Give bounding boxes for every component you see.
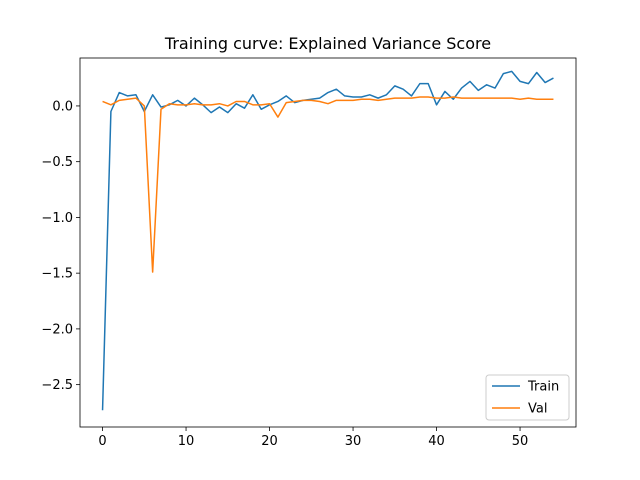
plot-lines (101, 70, 554, 411)
y-tick-label: −1.5 (41, 267, 73, 282)
x-tick-label: 20 (261, 434, 278, 449)
y-tick-label: −2.5 (41, 378, 73, 393)
chart-title: Training curve: Explained Variance Score (164, 34, 491, 53)
x-tick-label: 10 (178, 434, 195, 449)
y-tick-label: −1.0 (41, 211, 73, 226)
y-tick-label: 0.0 (52, 99, 73, 114)
y-tick-label: −2.0 (41, 322, 73, 337)
x-tick-label: 50 (512, 434, 529, 449)
plot-frame (79, 57, 577, 428)
x-tick-label: 0 (98, 434, 106, 449)
legend: Train Val (485, 374, 570, 421)
legend-label-val: Val (528, 402, 547, 417)
x-tick-label: 40 (428, 434, 445, 449)
x-tick-label: 30 (345, 434, 362, 449)
series-line-train (101, 70, 554, 411)
axes: 0 10 20 30 40 50 0.0 −0.5 −1.0 −1.5 −2.0 −2.5 (41, 57, 577, 449)
series-line-val (102, 96, 554, 273)
y-tick-label: −0.5 (41, 155, 73, 170)
legend-label-train: Train (527, 380, 559, 395)
